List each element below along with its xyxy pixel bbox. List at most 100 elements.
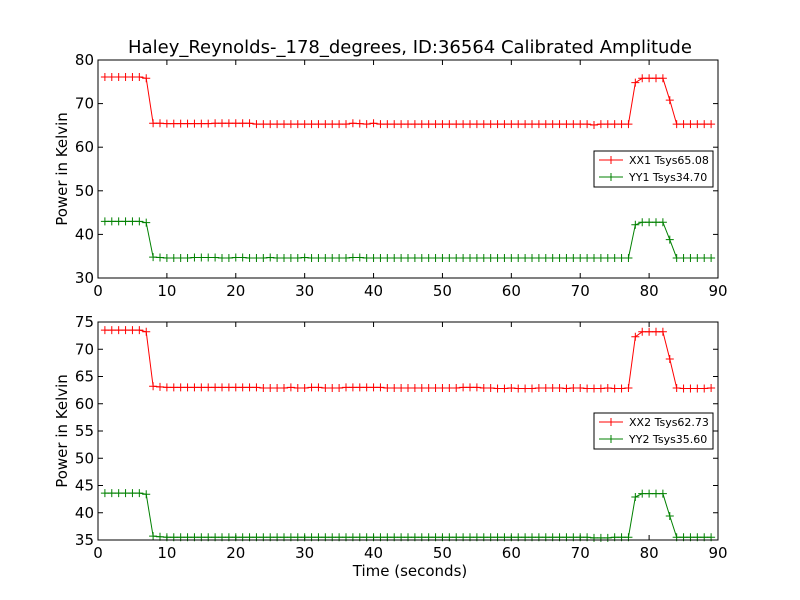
data-point [472, 383, 481, 392]
data-point [149, 532, 158, 541]
data-point [376, 120, 385, 129]
data-point [569, 383, 578, 392]
data-point [638, 489, 647, 498]
data-point [652, 327, 660, 336]
x-tick-label: 90 [708, 544, 727, 562]
data-point [596, 253, 605, 262]
data-point [169, 119, 178, 128]
data-point [528, 253, 536, 262]
data-point [224, 119, 233, 128]
data-point [707, 253, 716, 262]
data-point [404, 383, 412, 392]
data-point [576, 253, 585, 262]
data-point [521, 253, 530, 262]
data-point [369, 119, 378, 128]
data-point [204, 253, 213, 262]
data-point [142, 218, 151, 227]
x-tick-label: 30 [295, 544, 314, 562]
data-point [583, 384, 592, 393]
data-point [218, 383, 226, 392]
data-point [583, 253, 592, 262]
data-point [252, 253, 261, 262]
data-point [218, 119, 226, 128]
data-point [645, 74, 654, 83]
data-point [390, 253, 399, 262]
data-point [452, 383, 461, 392]
x-tick-label: 80 [640, 282, 659, 300]
data-point [603, 253, 612, 262]
data-point [280, 120, 288, 129]
y-tick-label: 80 [75, 51, 94, 69]
data-point [652, 74, 660, 83]
data-point [424, 120, 433, 129]
data-point [645, 489, 654, 498]
data-point [121, 326, 130, 335]
data-point [603, 383, 612, 392]
y-tick-label: 60 [75, 138, 94, 156]
data-point [307, 383, 316, 392]
data-point [266, 120, 275, 129]
data-point [162, 253, 171, 262]
data-point [156, 382, 164, 391]
data-point [645, 218, 654, 227]
x-tick-label: 40 [364, 544, 383, 562]
data-point [259, 383, 268, 392]
data-point [562, 120, 571, 129]
data-point [183, 119, 192, 128]
data-point [355, 119, 364, 128]
data-point [348, 253, 357, 262]
top-series [100, 73, 716, 262]
data-point [224, 253, 233, 262]
data-point [507, 383, 516, 392]
data-point [376, 383, 385, 392]
data-point [176, 383, 185, 392]
data-point [231, 383, 240, 392]
data-point [128, 489, 137, 498]
x-tick-label: 60 [502, 544, 521, 562]
data-point [328, 383, 337, 392]
data-point [286, 383, 295, 392]
data-point [514, 120, 523, 129]
data-point [645, 327, 654, 336]
data-point [500, 384, 509, 393]
data-point [534, 120, 543, 129]
data-point [162, 119, 171, 128]
data-point [342, 253, 350, 262]
data-point [114, 73, 123, 82]
legend-entry: YY2 Tsys35.60 [628, 433, 707, 446]
data-point [479, 383, 488, 392]
data-point [266, 253, 275, 262]
x-tick-label: 20 [226, 544, 245, 562]
data-point [624, 253, 633, 262]
y-tick-label: 60 [75, 395, 94, 413]
bottom-series [100, 326, 716, 542]
x-tick-label: 40 [364, 282, 383, 300]
data-point [466, 120, 474, 129]
data-point [445, 253, 454, 262]
x-tick-label: 60 [502, 282, 521, 300]
x-tick-label: 90 [708, 282, 727, 300]
data-point [190, 383, 199, 392]
data-point [479, 120, 488, 129]
data-point [548, 383, 557, 392]
data-point [335, 383, 344, 392]
data-point [665, 96, 674, 105]
data-point [390, 383, 399, 392]
data-point [190, 253, 199, 262]
data-point [658, 489, 667, 498]
data-point [114, 326, 123, 335]
data-point [583, 120, 592, 129]
data-point [548, 253, 557, 262]
data-point [355, 383, 364, 392]
data-point [128, 217, 137, 226]
data-point [328, 120, 337, 129]
data-point [638, 74, 647, 83]
data-point [135, 73, 144, 82]
data-point [142, 327, 151, 336]
data-point [700, 384, 709, 393]
data-point [204, 383, 213, 392]
legend-entry: XX1 Tsys65.08 [629, 154, 709, 167]
data-point [107, 326, 116, 335]
data-point [617, 384, 626, 393]
